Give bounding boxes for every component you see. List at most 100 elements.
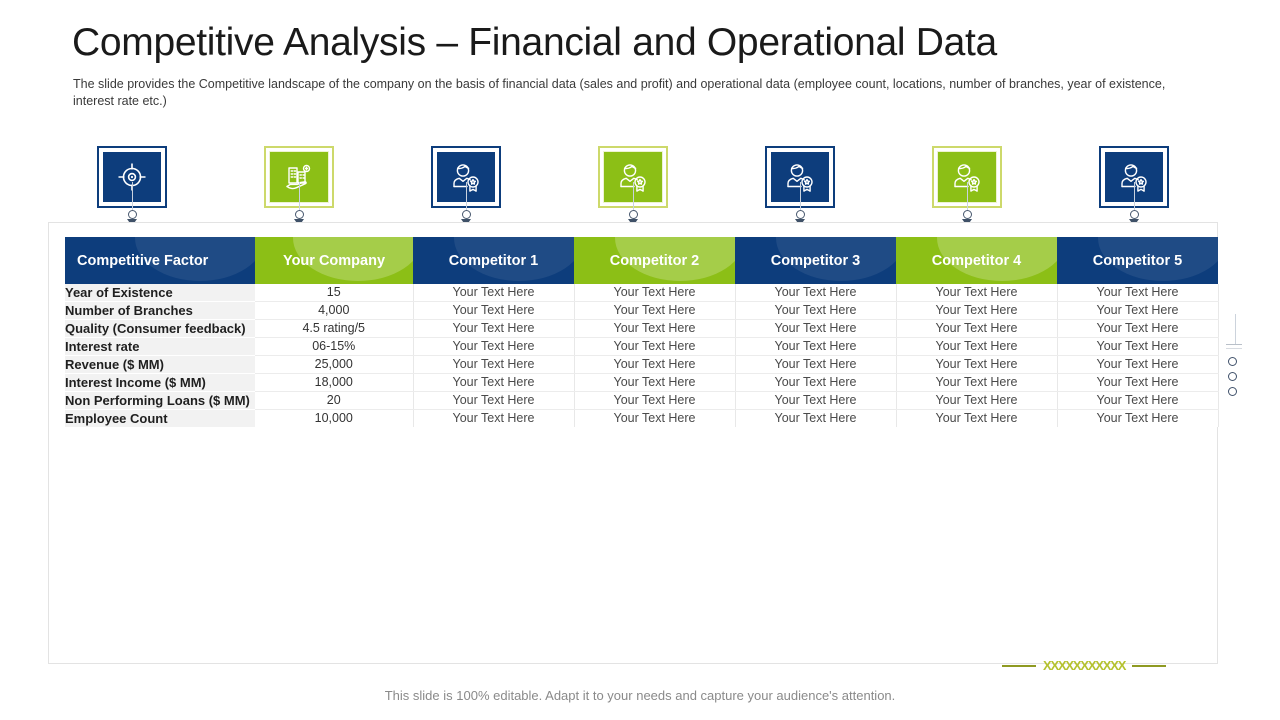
column-header-6: Competitor 4 xyxy=(896,237,1057,284)
connector-stem xyxy=(1134,182,1135,210)
icon-frame-7 xyxy=(1099,146,1169,208)
table-row: Interest Income ($ MM) 18,000 Your Text He… xyxy=(65,373,1219,392)
bottom-decoration: XXXXXXXXXXX xyxy=(1002,659,1218,673)
pin-ring xyxy=(628,210,638,219)
cell-your-company[interactable]: 15 xyxy=(255,284,414,302)
dot-2[interactable] xyxy=(1228,372,1237,381)
cell-competitor-1[interactable]: Your Text Here xyxy=(413,391,575,410)
column-header-label: Competitor 1 xyxy=(448,252,539,269)
cell-competitor-5[interactable]: Your Text Here xyxy=(1057,284,1219,302)
cell-competitor-2[interactable]: Your Text Here xyxy=(574,409,736,427)
cell-competitor-4[interactable]: Your Text Here xyxy=(896,319,1058,338)
dots-bar-top xyxy=(1226,344,1242,345)
row-factor-label: Interest Income ($ MM) xyxy=(65,373,255,392)
cell-your-company[interactable]: 10,000 xyxy=(255,409,414,427)
icon-column-4 xyxy=(595,146,671,228)
cell-competitor-5[interactable]: Your Text Here xyxy=(1057,319,1219,338)
cell-competitor-3[interactable]: Your Text Here xyxy=(735,301,897,320)
icon-column-3 xyxy=(428,146,504,228)
cell-competitor-3[interactable]: Your Text Here xyxy=(735,319,897,338)
cell-competitor-5[interactable]: Your Text Here xyxy=(1057,337,1219,356)
cell-competitor-4[interactable]: Your Text Here xyxy=(896,301,1058,320)
pin-ring xyxy=(1129,210,1139,219)
dot-3[interactable] xyxy=(1228,387,1237,396)
column-header-label: Your Company xyxy=(282,252,386,269)
cell-your-company[interactable]: 25,000 xyxy=(255,355,414,374)
column-header-7: Competitor 5 xyxy=(1057,237,1218,284)
cell-competitor-4[interactable]: Your Text Here xyxy=(896,337,1058,356)
deco-line-left xyxy=(1002,665,1036,667)
deco-line-right xyxy=(1132,665,1167,667)
cell-competitor-5[interactable]: Your Text Here xyxy=(1057,355,1219,374)
cell-competitor-2[interactable]: Your Text Here xyxy=(574,391,736,410)
cell-competitor-1[interactable]: Your Text Here xyxy=(413,409,575,427)
cell-competitor-5[interactable]: Your Text Here xyxy=(1057,301,1219,320)
cell-competitor-1[interactable]: Your Text Here xyxy=(413,319,575,338)
cell-competitor-3[interactable]: Your Text Here xyxy=(735,284,897,302)
cell-competitor-3[interactable]: Your Text Here xyxy=(735,355,897,374)
cell-competitor-2[interactable]: Your Text Here xyxy=(574,284,736,302)
cell-your-company[interactable]: 06-15% xyxy=(255,337,414,356)
row-factor-label: Non Performing Loans ($ MM) xyxy=(65,391,255,410)
cell-competitor-4[interactable]: Your Text Here xyxy=(896,355,1058,374)
footer-note: This slide is 100% editable. Adapt it to… xyxy=(384,688,896,703)
column-header-5: Competitor 3 xyxy=(735,237,896,284)
cell-competitor-5[interactable]: Your Text Here xyxy=(1057,391,1219,410)
pagination-dots[interactable] xyxy=(1226,314,1246,402)
cell-competitor-3[interactable]: Your Text Here xyxy=(735,409,897,427)
cell-competitor-4[interactable]: Your Text Here xyxy=(896,284,1058,302)
table-header-row: Competitive Factor Your Company Competitor… xyxy=(65,237,1218,284)
cell-competitor-4[interactable]: Your Text Here xyxy=(896,409,1058,427)
cell-competitor-1[interactable]: Your Text Here xyxy=(413,301,575,320)
cell-competitor-1[interactable]: Your Text Here xyxy=(413,355,575,374)
cell-your-company[interactable]: 4.5 rating/5 xyxy=(255,319,414,338)
cell-competitor-1[interactable]: Your Text Here xyxy=(413,284,575,302)
column-header-1: Competitive Factor xyxy=(65,237,255,284)
icon-column-2 xyxy=(261,146,337,228)
deco-x-pattern: XXXXXXXXXXX xyxy=(1043,658,1126,673)
page-subtitle: The slide provides the Competitive lands… xyxy=(73,77,1166,108)
table-row: Employee Count 10,000 Your Text Here Your T… xyxy=(65,409,1219,427)
row-factor-label: Number of Branches xyxy=(65,301,255,320)
cell-competitor-1[interactable]: Your Text Here xyxy=(413,337,575,356)
cell-competitor-5[interactable]: Your Text Here xyxy=(1057,409,1219,427)
cell-competitor-4[interactable]: Your Text Here xyxy=(896,391,1058,410)
cell-competitor-3[interactable]: Your Text Here xyxy=(735,391,897,410)
dot-1[interactable] xyxy=(1228,357,1237,366)
row-factor-label: Revenue ($ MM) xyxy=(65,355,255,374)
column-header-label: Competitor 4 xyxy=(931,252,1022,269)
cell-competitor-2[interactable]: Your Text Here xyxy=(574,301,736,320)
competitive-analysis-table: Competitive Factor Your Company Competitor… xyxy=(65,237,1219,427)
icon-column-1 xyxy=(94,146,170,228)
row-factor-label: Quality (Consumer feedback) xyxy=(65,319,255,338)
cell-your-company[interactable]: 20 xyxy=(255,391,414,410)
table-row: Interest rate 06-15% Your Text Here Your Te… xyxy=(65,337,1219,356)
cell-competitor-3[interactable]: Your Text Here xyxy=(735,337,897,356)
table-row: Quality (Consumer feedback) 4.5 rating/5 Y… xyxy=(65,319,1219,338)
cell-competitor-2[interactable]: Your Text Here xyxy=(574,355,736,374)
pin-ring xyxy=(294,210,304,219)
cell-competitor-2[interactable]: Your Text Here xyxy=(574,319,736,338)
cell-competitor-1[interactable]: Your Text Here xyxy=(413,373,575,392)
cell-competitor-2[interactable]: Your Text Here xyxy=(574,337,736,356)
connector-stem xyxy=(299,182,300,210)
table-header: Competitive Factor Your Company Competitor… xyxy=(65,237,1218,284)
connector-stem xyxy=(466,182,467,210)
cell-competitor-5[interactable]: Your Text Here xyxy=(1057,373,1219,392)
column-header-4: Competitor 2 xyxy=(574,237,735,284)
cell-your-company[interactable]: 4,000 xyxy=(255,301,414,320)
icon-strip xyxy=(48,146,1218,236)
connector-stem xyxy=(132,182,133,210)
dots-bar-bottom xyxy=(1226,348,1242,349)
cell-competitor-4[interactable]: Your Text Here xyxy=(896,373,1058,392)
cell-competitor-2[interactable]: Your Text Here xyxy=(574,373,736,392)
cell-your-company[interactable]: 18,000 xyxy=(255,373,414,392)
table-row: Revenue ($ MM) 25,000 Your Text Here Your T… xyxy=(65,355,1219,374)
column-header-label: Competitor 2 xyxy=(609,252,700,269)
icon-column-6 xyxy=(929,146,1005,228)
row-factor-label: Year of Existence xyxy=(65,284,255,302)
column-header-label: Competitor 3 xyxy=(770,252,861,269)
table-row: Non Performing Loans ($ MM) 20 Your Text H… xyxy=(65,391,1219,410)
cell-competitor-3[interactable]: Your Text Here xyxy=(735,373,897,392)
